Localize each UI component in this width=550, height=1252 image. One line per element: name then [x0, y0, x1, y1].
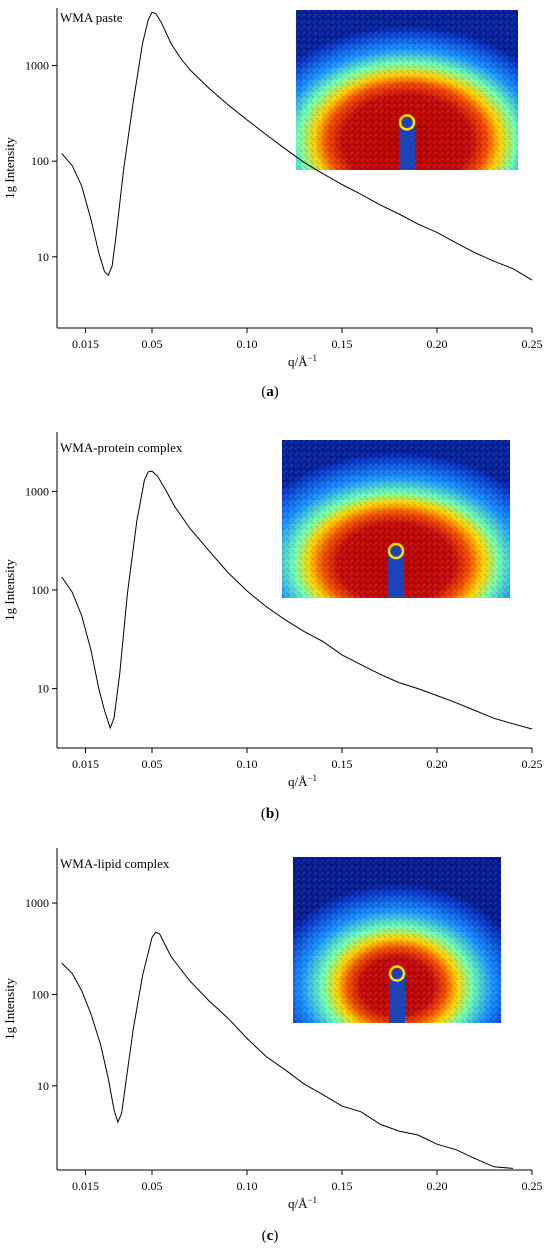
x-tick-label: 0.10 — [237, 337, 258, 351]
x-tick-label: 0.015 — [72, 1179, 99, 1193]
panel-annotation: WMA-protein complex — [60, 440, 183, 455]
y-tick-label: 1000 — [25, 59, 49, 73]
scattering-pattern-inset — [296, 10, 518, 170]
scattering-pattern-inset — [293, 857, 501, 1023]
y-tick-label: 1000 — [25, 896, 49, 910]
panel-a: 0.015 0.05 0.10 0.15 0.20 0.25 10 100 1000 1g Int… — [2, 8, 543, 400]
x-tick-label: 0.15 — [332, 757, 353, 771]
x-tick-label: 0.015 — [72, 757, 99, 771]
panel-annotation: WMA-lipid complex — [60, 856, 170, 871]
x-tick-label: 0.05 — [142, 337, 163, 351]
x-tick-label: 0.05 — [142, 1179, 163, 1193]
y-axis-label: 1g Intensity — [2, 978, 17, 1040]
x-tick-label: 0.25 — [522, 337, 543, 351]
panel-annotation: WMA paste — [60, 10, 123, 25]
y-tick-label: 100 — [31, 154, 49, 168]
beamstop — [399, 120, 415, 170]
intensity-curve — [61, 11, 533, 281]
x-tick-label: 0.15 — [332, 1179, 353, 1193]
panel-caption: (c) — [262, 1228, 279, 1244]
x-tick-label: 0.25 — [522, 1179, 543, 1193]
x-axis-label: q/Å−1 — [288, 1195, 317, 1211]
y-tick-label: 10 — [37, 1079, 49, 1093]
x-tick-label: 0.015 — [72, 337, 99, 351]
y-axis-label: 1g Intensity — [2, 137, 17, 199]
y-tick-label: 10 — [37, 250, 49, 264]
x-tick-label: 0.10 — [237, 757, 258, 771]
intensity-curve — [61, 931, 514, 1169]
x-tick-label: 0.15 — [332, 337, 353, 351]
x-tick-label: 0.25 — [522, 757, 543, 771]
panel-c: 0.015 0.05 0.10 0.15 0.20 0.25 10 100 1000 1g Int… — [2, 848, 543, 1244]
x-tick-label: 0.20 — [427, 757, 448, 771]
x-tick-label: 0.05 — [142, 757, 163, 771]
y-tick-label: 10 — [37, 682, 49, 696]
panel-caption: (a) — [261, 384, 279, 400]
beamstop — [388, 549, 404, 598]
intensity-curve — [61, 470, 533, 730]
y-tick-label: 1000 — [25, 484, 49, 498]
y-tick-label: 100 — [31, 987, 49, 1001]
panel-caption: (b) — [261, 806, 279, 822]
y-axis-label: 1g Intensity — [2, 559, 17, 621]
scattering-pattern-inset — [282, 440, 510, 598]
x-axis-label: q/Å−1 — [288, 773, 317, 789]
y-tick-label: 100 — [31, 583, 49, 597]
x-axis-label: q/Å−1 — [288, 353, 317, 369]
x-tick-label: 0.20 — [427, 1179, 448, 1193]
x-tick-label: 0.10 — [237, 1179, 258, 1193]
panel-b: 0.015 0.05 0.10 0.15 0.20 0.25 10 100 1000 1g Int… — [2, 432, 543, 822]
beamstop — [389, 971, 405, 1023]
x-tick-label: 0.20 — [427, 337, 448, 351]
